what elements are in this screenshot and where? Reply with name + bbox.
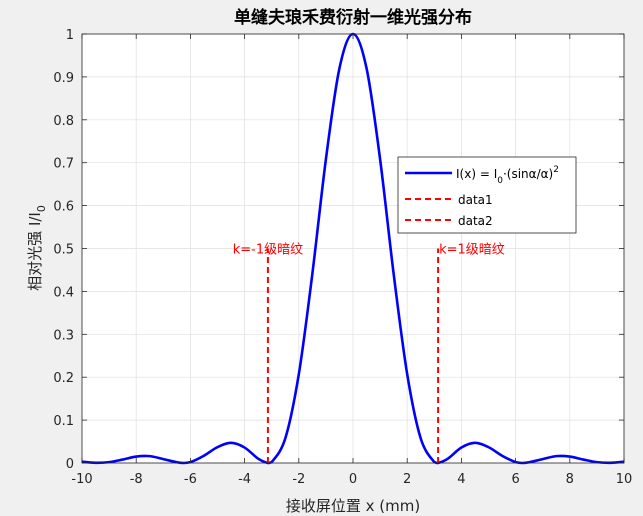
y-tick-label: 0.2 [53, 371, 74, 386]
y-tick-label: 0.1 [53, 414, 74, 429]
annotation-dark-fringe: k=1级暗纹 [439, 243, 505, 258]
y-axis-label-subscript: 0 [35, 205, 48, 212]
y-tick-label: 0.3 [53, 328, 74, 343]
legend: I(x) = I0·(sinα/α)2 data1 data2 [397, 156, 577, 234]
x-tick-label: -6 [184, 472, 197, 487]
x-tick-label: -4 [238, 472, 251, 487]
ticks: -10 -8 -6 -4 -2 0 2 4 6 8 1000.10.20.30.40.50.60.7… [53, 28, 632, 487]
chart-title: 单缝夫琅禾费衍射一维光强分布 [234, 7, 472, 28]
x-tick-label: 6 [511, 472, 519, 487]
y-tick-label: 0.5 [53, 243, 74, 258]
x-tick-label: -10 [71, 472, 92, 487]
x-tick-label: 0 [349, 472, 357, 487]
legend-label-data1: data1 [458, 193, 493, 207]
x-tick-label: 2 [403, 472, 411, 487]
legend-intensity-sup: 2 [553, 165, 559, 175]
x-tick-label: -2 [292, 472, 305, 487]
y-axis-label-main: 相对光强 I/I [26, 212, 44, 291]
y-tick-label: 0 [66, 457, 74, 472]
legend-intensity-sub: 0 [497, 176, 503, 186]
legend-intensity-main: I(x) = I [456, 167, 497, 181]
x-axis-label: 接收屏位置 x (mm) [286, 497, 420, 515]
legend-intensity-mid: ·(sinα/α) [503, 167, 553, 181]
x-tick-label: -8 [130, 472, 143, 487]
y-tick-label: 0.8 [53, 114, 74, 129]
y-tick-label: 1 [66, 28, 74, 43]
y-tick-label: 0.6 [53, 200, 74, 215]
legend-label-data2: data2 [458, 214, 493, 228]
y-tick-label: 0.9 [53, 71, 74, 86]
x-tick-label: 4 [457, 472, 465, 487]
y-tick-label: 0.4 [53, 285, 74, 300]
x-tick-label: 8 [566, 472, 574, 487]
annotation-dark-fringe: k=-1级暗纹 [233, 243, 303, 258]
annotations: k=-1级暗纹 k=1级暗纹 [233, 243, 505, 258]
x-tick-label: 10 [616, 472, 633, 487]
y-tick-label: 0.7 [53, 157, 74, 172]
y-axis-label: 相对光强 I/I0 [26, 205, 48, 291]
legend-label-intensity: I(x) = I0·(sinα/α)2 [456, 165, 559, 186]
